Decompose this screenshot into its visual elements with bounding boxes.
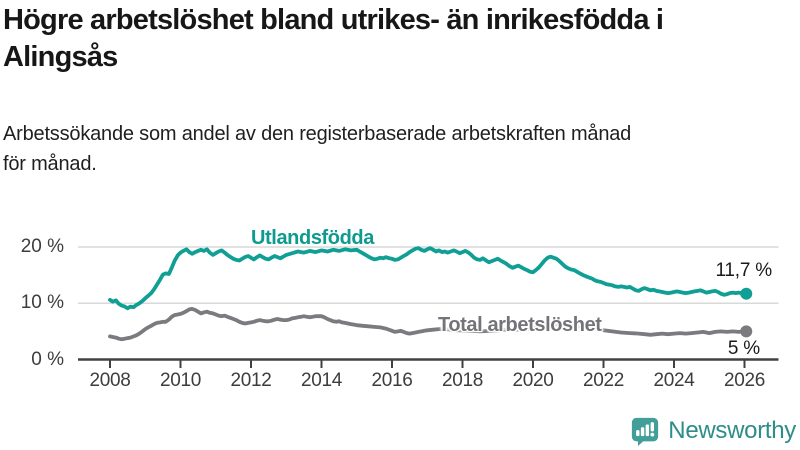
y-tick-label: 10 %	[20, 292, 64, 314]
x-tick-label: 2012	[230, 370, 272, 391]
newsworthy-logo[interactable]: Newsworthy	[630, 416, 796, 446]
x-tick-label: 2018	[441, 370, 484, 391]
newsworthy-brand-name: Newsworthy	[668, 417, 796, 444]
x-tick-label: 2008	[89, 370, 131, 391]
series-label-utlandsfodda: Utlandsfödda	[251, 227, 374, 249]
y-tick-label: 20 %	[20, 236, 64, 257]
x-tick-label: 2022	[582, 370, 625, 391]
x-tick-label: 2014	[300, 370, 343, 391]
series-line-total	[108, 306, 749, 342]
page-title-line-2: Alingsås	[3, 41, 118, 73]
newsworthy-icon	[632, 417, 659, 446]
x-tick-label: 2026	[723, 370, 766, 391]
page-title: Högre arbetslöshet bland utrikes- än inr…	[3, 2, 664, 76]
end-value-label-utlandsfodda: 11,7 %	[715, 260, 772, 281]
chart-subtitle: Arbetssökande som andel av den registerb…	[3, 119, 631, 179]
page-title-line-1: Högre arbetslöshet bland utrikes- än inr…	[3, 4, 664, 36]
y-tick-label: 0 %	[31, 348, 64, 370]
x-tick-label: 2016	[371, 370, 413, 391]
chart-subtitle-line-2: för månad.	[3, 153, 97, 175]
x-tick-label: 2010	[159, 370, 202, 391]
series-end-dot	[740, 325, 753, 338]
x-tick-label: 2020	[512, 370, 554, 391]
series-end-dot	[740, 287, 753, 300]
end-value-label-total: 5 %	[727, 338, 760, 359]
series-label-total-arbetsloshet: Total arbetslöshet	[438, 314, 602, 336]
series-line-utlandsfodda	[108, 246, 749, 311]
chart-subtitle-line-1: Arbetssökande som andel av den registerb…	[3, 123, 632, 145]
x-tick-label: 2024	[653, 370, 695, 391]
